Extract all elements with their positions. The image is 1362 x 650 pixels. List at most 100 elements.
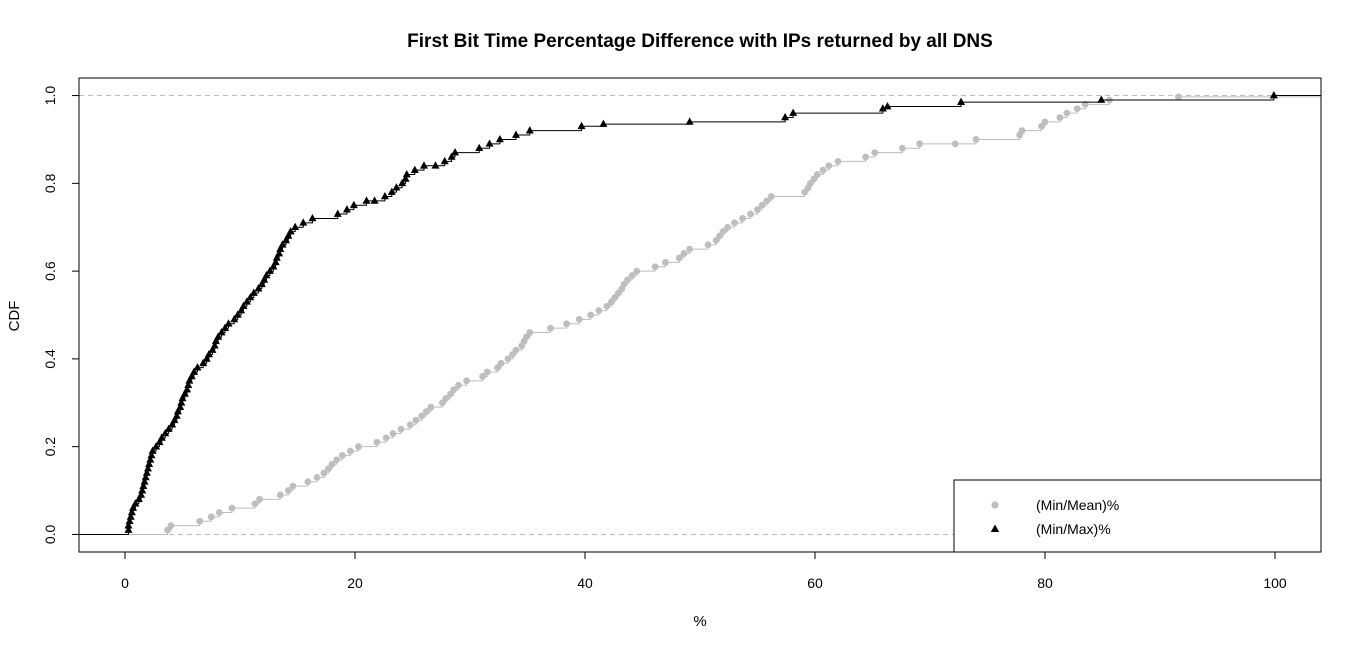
- x-tick-label: 100: [1263, 575, 1287, 591]
- data-point-min-mean: [347, 447, 354, 455]
- y-axis: 0.0 0.2 0.4 0.6 0.8 1.0: [42, 86, 80, 544]
- data-point-min-max: [187, 371, 196, 380]
- data-point-min-mean: [284, 487, 292, 494]
- data-point-min-mean: [215, 509, 223, 516]
- data-point-min-mean: [338, 452, 346, 459]
- data-point-min-max: [124, 521, 133, 529]
- data-point-min-max: [152, 442, 161, 450]
- data-point-min-mean: [276, 491, 284, 499]
- data-point-min-mean: [862, 153, 869, 161]
- legend-label-min-max: (Min/Max)%: [1036, 521, 1111, 537]
- data-point-min-max: [485, 139, 494, 147]
- data-point-min-max: [124, 525, 133, 533]
- data-point-min-mean: [719, 228, 727, 236]
- data-point-min-max: [440, 156, 449, 165]
- data-point-min-mean: [819, 166, 827, 174]
- data-point-min-max: [242, 297, 251, 305]
- data-point-min-mean: [512, 346, 520, 354]
- data-point-min-mean: [463, 377, 470, 385]
- data-point-min-max: [164, 424, 173, 432]
- data-point-min-mean: [1175, 93, 1182, 101]
- x-axis-label: %: [693, 613, 706, 630]
- y-tick-label: 0.8: [42, 173, 58, 193]
- plot-frame: [78, 77, 1322, 553]
- chart-title: First Bit Time Percentage Difference wit…: [407, 31, 993, 52]
- data-point-min-mean: [196, 517, 204, 525]
- data-point-min-max: [204, 350, 213, 358]
- data-point-min-max: [193, 363, 202, 371]
- data-point-min-max: [185, 376, 194, 384]
- data-point-min-mean: [628, 272, 636, 279]
- data-point-min-mean: [504, 355, 512, 363]
- data-point-min-max: [284, 231, 293, 239]
- data-point-min-max: [146, 455, 155, 463]
- data-point-min-max: [157, 433, 166, 441]
- data-point-min-mean: [675, 254, 683, 262]
- series-1-step-line: [79, 95, 1321, 535]
- data-point-min-mean: [747, 210, 754, 218]
- data-point-min-mean: [382, 434, 390, 442]
- legend-marker-min-mean: [991, 501, 999, 509]
- data-point-min-max: [420, 161, 428, 169]
- data-point-min-max: [210, 341, 219, 349]
- data-point-min-mean: [289, 482, 297, 490]
- series-1: [79, 91, 1321, 535]
- y-tick-label: 0.4: [42, 349, 58, 369]
- data-point-min-max: [144, 464, 152, 472]
- data-point-min-max: [177, 398, 186, 406]
- data-point-min-mean: [483, 368, 491, 376]
- data-point-min-max: [299, 218, 308, 226]
- data-point-min-max: [173, 407, 182, 415]
- data-point-min-max: [275, 249, 284, 257]
- data-point-min-mean: [563, 320, 570, 328]
- y-axis-label: CDF: [6, 301, 23, 332]
- data-point-min-max: [512, 130, 520, 138]
- data-point-min-max: [495, 134, 504, 143]
- data-point-min-max: [333, 209, 342, 217]
- series-0: [79, 93, 1321, 535]
- data-point-min-mean: [686, 245, 694, 253]
- data-point-min-mean: [633, 267, 641, 275]
- data-point-min-max: [168, 420, 177, 428]
- data-point-min-mean: [256, 495, 263, 503]
- data-point-min-mean: [951, 140, 959, 148]
- data-point-min-max: [147, 450, 156, 459]
- data-point-min-max: [126, 512, 135, 520]
- data-point-min-max: [269, 262, 278, 270]
- data-point-min-max: [237, 306, 246, 314]
- data-point-min-mean: [479, 373, 487, 380]
- data-point-min-mean: [603, 302, 611, 310]
- data-point-min-mean: [313, 473, 321, 481]
- data-point-min-max: [134, 494, 143, 503]
- data-point-min-mean: [916, 140, 924, 148]
- data-point-min-mean: [304, 478, 312, 486]
- data-point-min-mean: [1018, 127, 1026, 135]
- data-point-min-max: [577, 121, 586, 130]
- data-point-min-max: [1097, 95, 1106, 103]
- data-point-min-mean: [825, 162, 833, 170]
- data-point-min-mean: [320, 469, 328, 477]
- data-point-min-max: [525, 126, 534, 134]
- data-point-min-max: [685, 117, 694, 125]
- data-point-min-max: [475, 143, 484, 152]
- x-tick-label: 20: [347, 575, 363, 591]
- data-point-min-max: [230, 314, 239, 323]
- data-point-min-max: [131, 499, 140, 507]
- data-point-min-mean: [207, 513, 215, 521]
- data-point-min-mean: [373, 438, 381, 446]
- data-point-min-max: [599, 119, 608, 127]
- data-point-min-mean: [397, 425, 405, 433]
- data-point-min-max: [260, 275, 269, 283]
- series-layer: [79, 91, 1321, 535]
- data-point-min-max: [217, 328, 226, 336]
- data-point-min-max: [781, 113, 790, 121]
- data-point-min-max: [178, 393, 187, 402]
- data-point-min-max: [233, 310, 242, 318]
- data-point-min-max: [342, 205, 351, 213]
- data-point-min-mean: [662, 258, 669, 266]
- data-point-min-mean: [595, 307, 603, 315]
- data-point-min-mean: [422, 408, 430, 415]
- legend-marker-min-max: [990, 524, 1000, 532]
- data-point-min-max: [370, 196, 379, 204]
